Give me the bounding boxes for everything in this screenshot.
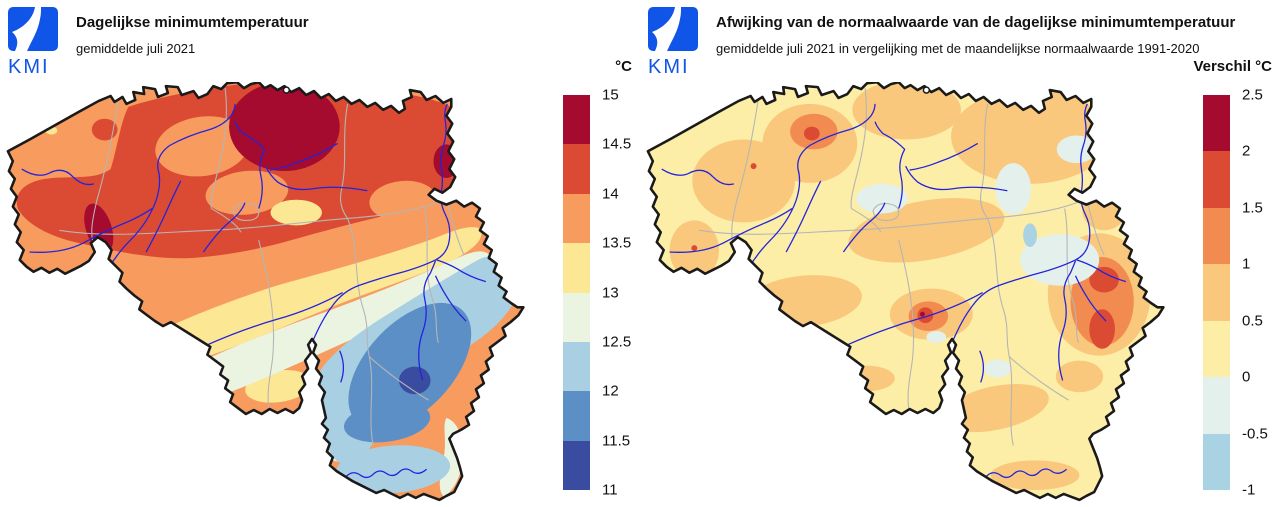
page-subtitle: gemiddelde juli 2021 in vergelijking met…: [716, 41, 1200, 56]
legend-tick-label: 13.5: [602, 234, 632, 252]
legend-tick-label: 2.5: [1242, 86, 1263, 104]
legend-tick-label: 11.5: [602, 432, 631, 450]
belgium-min-temperature-map: [0, 82, 553, 505]
legend-swatch: [1203, 320, 1230, 378]
temperature-map-svg: [6, 82, 525, 502]
contour-115: [348, 302, 472, 431]
contour-13: [138, 227, 482, 360]
panel-anomaly: KMI Afwijking van de normaalwaarde van d…: [640, 0, 1280, 507]
kmi-logo-mark: [648, 7, 698, 51]
legend-swatch: [563, 341, 590, 392]
page-title: Dagelijkse minimumtemperatuur: [76, 14, 309, 31]
legend-tick-label: 0: [1242, 368, 1251, 386]
legend-tick-label: 13: [602, 284, 619, 301]
legend-tick-label: 12.5: [602, 333, 632, 351]
kmi-logo-mark: [8, 7, 58, 51]
contour-125: [182, 251, 491, 398]
header-left: Dagelijkse minimumtemperatuur gemiddelde…: [76, 14, 596, 57]
legend-swatch: [1203, 264, 1230, 321]
legend-tick-label: 14: [602, 185, 619, 203]
baarle-enclave: [922, 86, 931, 94]
legend-tick-label: 11: [602, 481, 618, 499]
legend-tick-label: 14.5: [602, 135, 632, 153]
legend-swatch: [1203, 95, 1230, 152]
anomaly-map-svg: [646, 82, 1165, 502]
legend-title: °C: [615, 58, 632, 75]
contour-145: [229, 82, 340, 172]
legend-tick-label: 0.5: [1242, 312, 1263, 330]
legend-swatch: [1203, 377, 1230, 434]
baarle-enclave: [282, 86, 291, 94]
page-subtitle: gemiddelde juli 2021: [76, 41, 196, 56]
legend-right-bar: [1203, 95, 1230, 490]
kmi-logo-text: KMI: [8, 56, 50, 78]
legend-right-ticks: 2.5 2 1.5 1 0.5 0 -0.5 -1: [1242, 87, 1280, 499]
legend-swatch: [563, 144, 590, 194]
legend-temperature: °C 15 14.5 14 13.5 13 12.5 12 11.5 11: [563, 58, 642, 499]
anomaly-contours: [647, 82, 1164, 500]
legend-tick-label: -0.5: [1242, 425, 1268, 443]
legend-swatch: [563, 95, 590, 145]
legend-swatch: [1203, 207, 1230, 265]
legend-swatch: [1203, 433, 1230, 490]
legend-left-ticks: 15 14.5 14 13.5 13 12.5 12 11.5 11: [602, 87, 642, 499]
legend-anomaly: Verschil °C 2.5 2 1.5 1 0.5 0 -0.5 -1: [1193, 58, 1280, 499]
legend-tick-label: 2: [1242, 142, 1251, 160]
legend-tick-label: -1: [1242, 481, 1256, 499]
legend-swatch: [563, 292, 590, 342]
legend-swatch: [563, 243, 590, 293]
legend-swatch: [1203, 151, 1230, 208]
legend-swatch: [563, 391, 590, 441]
legend-swatch: [563, 193, 590, 244]
panel-temperature: KMI Dagelijkse minimumtemperatuur gemidd…: [0, 7, 642, 505]
legend-tick-label: 15: [602, 86, 619, 104]
contour-11: [398, 366, 431, 395]
temperature-contours: [7, 82, 524, 500]
legend-title: Verschil °C: [1193, 58, 1272, 75]
contour-a15: [803, 126, 820, 141]
kmi-logo: KMI: [8, 7, 68, 77]
header-right: Afwijking van de normaalwaarde van de da…: [716, 14, 1236, 57]
legend-left-bar: [563, 95, 590, 490]
contour-a-1: [1023, 223, 1037, 248]
legend-swatch: [563, 440, 590, 490]
contour-14: [16, 82, 463, 259]
legend-tick-label: 1: [1242, 255, 1251, 273]
kmi-logo: KMI: [648, 7, 708, 77]
page-title: Afwijking van de normaalwaarde van de da…: [716, 14, 1236, 31]
legend-tick-label: 1.5: [1242, 199, 1263, 217]
belgium-anomaly-map: [640, 82, 1193, 505]
kmi-logo-text: KMI: [648, 56, 690, 78]
legend-tick-label: 12: [602, 382, 619, 400]
contour-a2: [919, 311, 925, 317]
